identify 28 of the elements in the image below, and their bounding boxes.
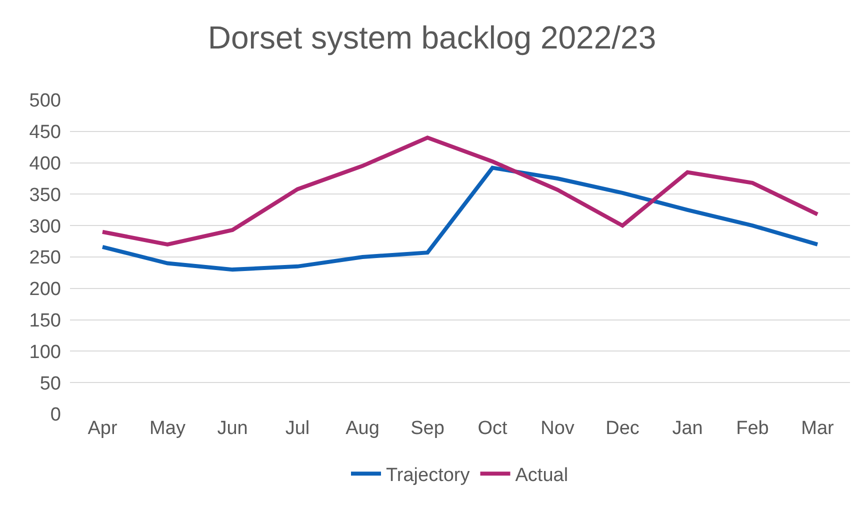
y-tick-label: 100	[29, 342, 61, 363]
x-tick-label: Apr	[88, 418, 118, 439]
x-tick-label: Jun	[217, 418, 248, 439]
y-tick-label: 150	[29, 310, 61, 332]
x-tick-label: Aug	[346, 418, 380, 439]
x-tick-label: Sep	[410, 418, 444, 439]
y-tick-label: 0	[50, 404, 61, 426]
x-tick-label: Dec	[606, 418, 640, 439]
y-tick-label: 300	[29, 216, 61, 238]
y-tick-label: 200	[29, 279, 61, 300]
line-series	[100, 136, 820, 246]
x-tick-label: Jul	[285, 418, 310, 439]
y-tick-label: 450	[29, 122, 61, 144]
x-tick-label: May	[150, 418, 186, 439]
x-tick-label: Jan	[672, 418, 703, 439]
y-tick-label: 500	[29, 90, 61, 112]
y-tick-label: 350	[29, 184, 61, 206]
x-tick-label: Nov	[540, 418, 575, 439]
y-tick-label: 50	[40, 373, 61, 394]
legend-label: Trajectory	[386, 465, 470, 486]
chart-title: Dorset system backlog 2022/23	[208, 19, 656, 56]
line-series	[100, 166, 820, 272]
y-tick-label: 400	[29, 153, 61, 174]
x-tick-label: Oct	[478, 418, 508, 439]
legend-label: Actual	[515, 465, 568, 486]
y-tick-label: 250	[29, 248, 61, 269]
x-tick-label: Mar	[801, 418, 835, 439]
x-tick-label: Feb	[736, 418, 769, 439]
